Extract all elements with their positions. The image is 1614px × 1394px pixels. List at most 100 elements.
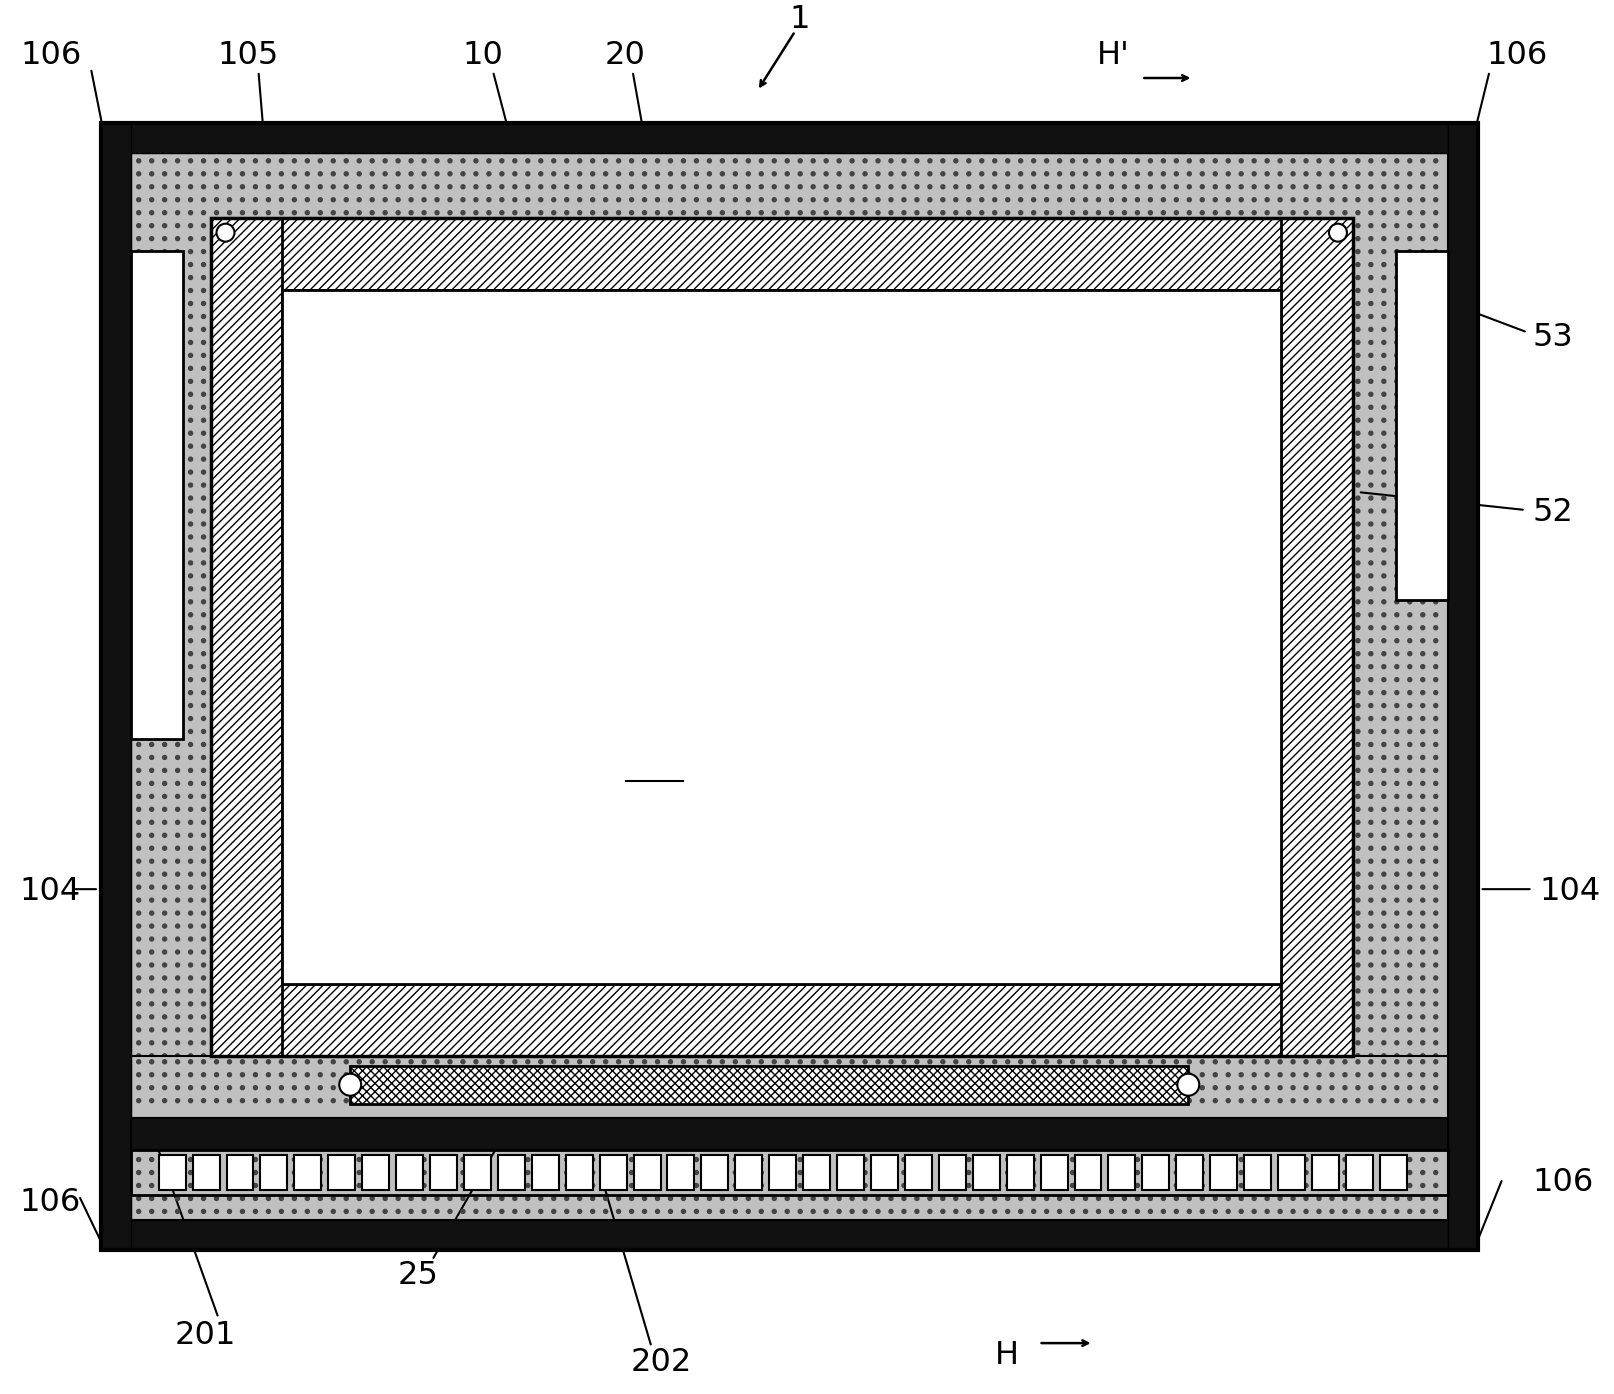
Circle shape xyxy=(462,445,465,447)
Circle shape xyxy=(1304,924,1307,928)
Circle shape xyxy=(681,1073,686,1076)
Circle shape xyxy=(928,626,931,630)
Circle shape xyxy=(202,301,205,305)
Circle shape xyxy=(681,665,686,669)
Circle shape xyxy=(694,976,699,980)
Circle shape xyxy=(668,743,673,746)
Circle shape xyxy=(1018,1184,1023,1188)
Circle shape xyxy=(513,988,516,993)
Circle shape xyxy=(1070,1098,1075,1103)
Circle shape xyxy=(266,937,271,941)
Circle shape xyxy=(331,820,336,824)
Circle shape xyxy=(1070,885,1075,889)
Circle shape xyxy=(941,250,944,254)
Circle shape xyxy=(1135,470,1139,474)
Circle shape xyxy=(189,1196,192,1200)
Circle shape xyxy=(668,690,673,694)
Circle shape xyxy=(863,807,867,811)
Circle shape xyxy=(1227,379,1230,383)
Circle shape xyxy=(1044,484,1049,487)
Circle shape xyxy=(1278,924,1282,928)
Circle shape xyxy=(1070,652,1075,655)
Circle shape xyxy=(1175,885,1178,889)
Circle shape xyxy=(876,1210,880,1213)
Circle shape xyxy=(383,795,387,799)
Circle shape xyxy=(526,445,529,447)
Circle shape xyxy=(475,1066,478,1071)
Circle shape xyxy=(1096,756,1101,760)
Circle shape xyxy=(500,521,504,526)
Circle shape xyxy=(228,1132,231,1136)
Circle shape xyxy=(941,690,944,694)
Circle shape xyxy=(266,185,271,188)
Circle shape xyxy=(1214,1196,1217,1200)
Circle shape xyxy=(655,1184,660,1188)
Circle shape xyxy=(215,340,218,344)
Circle shape xyxy=(1044,276,1049,280)
Circle shape xyxy=(954,328,957,332)
Circle shape xyxy=(1394,873,1399,877)
Circle shape xyxy=(1227,470,1230,474)
Circle shape xyxy=(1214,1171,1217,1175)
Circle shape xyxy=(812,379,815,383)
Circle shape xyxy=(266,470,271,474)
Circle shape xyxy=(681,418,686,422)
Circle shape xyxy=(1382,677,1386,682)
Circle shape xyxy=(1018,1080,1023,1083)
Circle shape xyxy=(1433,431,1438,435)
Circle shape xyxy=(395,717,400,721)
Circle shape xyxy=(1135,1073,1139,1076)
Circle shape xyxy=(1201,912,1204,914)
Circle shape xyxy=(1006,379,1010,383)
Circle shape xyxy=(578,937,581,941)
Circle shape xyxy=(1031,652,1036,655)
Circle shape xyxy=(642,535,647,539)
Circle shape xyxy=(1096,250,1101,254)
Circle shape xyxy=(215,924,218,928)
Circle shape xyxy=(1044,418,1049,422)
Circle shape xyxy=(617,315,621,318)
Circle shape xyxy=(1420,677,1425,682)
Circle shape xyxy=(318,834,323,838)
Circle shape xyxy=(357,988,362,993)
Circle shape xyxy=(799,210,802,215)
Circle shape xyxy=(1382,1027,1386,1032)
Circle shape xyxy=(1018,418,1023,422)
Circle shape xyxy=(318,1041,323,1044)
Circle shape xyxy=(305,276,310,280)
Circle shape xyxy=(1278,937,1282,941)
Circle shape xyxy=(487,1184,491,1188)
Circle shape xyxy=(799,846,802,850)
Circle shape xyxy=(1356,898,1361,902)
Circle shape xyxy=(215,665,218,669)
Circle shape xyxy=(967,1080,970,1083)
Circle shape xyxy=(578,963,581,967)
Circle shape xyxy=(876,521,880,526)
Circle shape xyxy=(812,315,815,318)
Circle shape xyxy=(694,250,699,254)
Circle shape xyxy=(1382,782,1386,785)
Circle shape xyxy=(629,1157,634,1161)
Circle shape xyxy=(980,1105,985,1110)
Circle shape xyxy=(1240,159,1243,163)
Circle shape xyxy=(462,1066,465,1071)
Circle shape xyxy=(902,677,905,682)
Circle shape xyxy=(993,859,997,863)
Circle shape xyxy=(1252,1027,1256,1032)
Circle shape xyxy=(1135,1118,1139,1122)
Circle shape xyxy=(137,885,140,889)
Circle shape xyxy=(475,677,478,682)
Circle shape xyxy=(1070,1157,1075,1161)
Circle shape xyxy=(1304,535,1307,539)
Circle shape xyxy=(1214,237,1217,241)
Circle shape xyxy=(629,898,634,902)
Circle shape xyxy=(526,159,529,163)
Circle shape xyxy=(733,924,738,928)
Circle shape xyxy=(1175,1210,1178,1213)
Circle shape xyxy=(954,988,957,993)
Circle shape xyxy=(629,457,634,461)
Circle shape xyxy=(1433,1059,1438,1064)
Circle shape xyxy=(1291,1073,1294,1076)
Circle shape xyxy=(746,768,751,772)
Circle shape xyxy=(915,924,918,928)
